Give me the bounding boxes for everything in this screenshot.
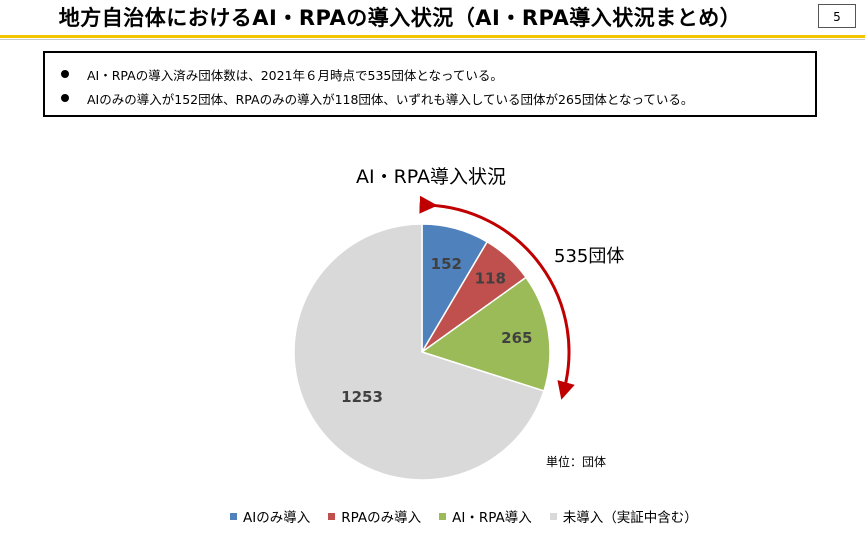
page-title: 地方自治体におけるAI・RPAの導入状況（AI・RPA導入状況まとめ）: [58, 6, 742, 30]
title-underline-accent: [0, 35, 865, 38]
legend-swatch: [439, 512, 447, 520]
adopted-total-arrow: [419, 195, 575, 400]
chart-legend: AIのみ導入 RPAのみ導入 AI・RPA導入 未導入（実証中含む）: [230, 506, 716, 526]
legend-item: 未導入（実証中含む）: [549, 506, 698, 526]
pie-data-label: 118: [475, 269, 506, 287]
summary-box: AI・RPAの導入済み団体数は、2021年６月時点で535団体となっている。 A…: [43, 51, 817, 117]
legend-label: AIのみ導入: [243, 510, 311, 526]
adopted-total-annotation: 535団体: [554, 246, 624, 267]
legend-label: RPAのみ導入: [341, 510, 422, 526]
legend-item: AIのみ導入: [230, 506, 310, 526]
summary-bullet-text: AI・RPAの導入済み団体数は、2021年６月時点で535団体となっている。: [87, 67, 503, 83]
title-underline: [0, 39, 865, 40]
legend-label: 未導入（実証中含む）: [562, 510, 698, 526]
summary-bullet: AIのみの導入が152団体、RPAのみの導入が118団体、いずれも導入している団…: [57, 86, 815, 110]
legend-item: RPAのみ導入: [328, 506, 421, 526]
pie-data-label: 1253: [341, 388, 383, 406]
page-number: 5: [818, 4, 856, 28]
unit-label: 単位：団体: [546, 454, 606, 469]
legend-item: AI・RPA導入: [439, 506, 532, 526]
pie-data-label: 265: [501, 329, 532, 347]
legend-swatch: [328, 512, 336, 520]
bullet-icon: [61, 94, 69, 102]
pie-slice: [293, 223, 545, 481]
legend-label: AI・RPA導入: [452, 510, 532, 526]
bullet-icon: [61, 70, 69, 78]
summary-bullet: AI・RPAの導入済み団体数は、2021年６月時点で535団体となっている。: [57, 62, 815, 86]
pie-slices: [293, 223, 551, 481]
legend-swatch: [230, 512, 237, 520]
chart-title: AI・RPA導入状況: [356, 166, 506, 188]
summary-bullet-text: AIのみの導入が152団体、RPAのみの導入が118団体、いずれも導入している団…: [87, 91, 694, 107]
legend-swatch: [549, 512, 557, 520]
pie-data-label: 152: [431, 255, 462, 273]
